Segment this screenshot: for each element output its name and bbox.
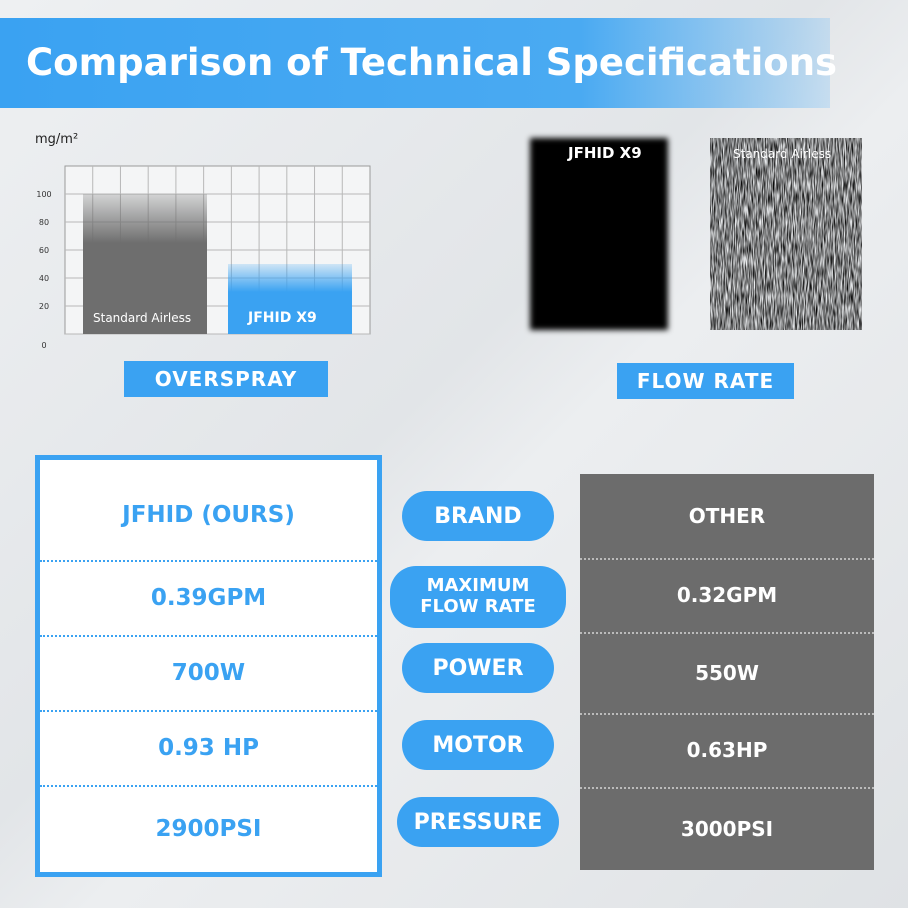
spec-label: MAXIMUM FLOW RATE [390, 566, 566, 628]
y-tick-label: 20 [39, 302, 49, 311]
spec-label: POWER [402, 643, 554, 693]
row-separator [580, 558, 874, 560]
row-separator [580, 632, 874, 634]
row-separator [580, 713, 874, 715]
bar-label: JFHID X9 [247, 310, 317, 326]
sample-spray [710, 138, 862, 330]
y-tick-label: 40 [39, 274, 49, 283]
other-value: 3000PSI [680, 816, 774, 841]
row-separator [40, 710, 377, 712]
spec-label-text: MAXIMUM FLOW RATE [420, 575, 536, 617]
y-tick-label: 100 [36, 190, 51, 199]
overspray-chart: mg/m² 0 20 40 60 80 100 Standard Airless JFHID … [35, 132, 371, 350]
row-separator [40, 785, 377, 787]
flow-rate-samples: JFHID X9 Standard Airless [530, 138, 862, 330]
title-banner [0, 18, 830, 108]
ours-value: JFHID (OURS) [122, 502, 295, 528]
y-tick-label: 60 [39, 246, 49, 255]
bar [228, 264, 352, 334]
spec-label: MOTOR [402, 720, 554, 770]
spec-label-text: PRESSURE [413, 809, 543, 835]
ours-value: 0.39GPM [150, 584, 267, 611]
y-tick-label: 80 [39, 218, 49, 227]
row-separator [40, 635, 377, 637]
ours-value: 0.93 HP [158, 734, 259, 761]
sample-label: Standard Airless [733, 147, 831, 161]
sample-spray [530, 138, 668, 330]
row-separator [40, 560, 377, 562]
row-separator [580, 787, 874, 789]
other-value: OTHER [688, 504, 766, 528]
other-panel: OTHER 0.32GPM 550W 0.63HP 3000PSI [580, 474, 874, 870]
sample-label: JFHID X9 [567, 144, 642, 162]
bar [83, 194, 207, 334]
spec-label-text: POWER [432, 655, 524, 681]
ours-value: 2900PSI [155, 815, 262, 842]
spec-label: BRAND [402, 491, 554, 541]
other-value: 0.63HP [686, 738, 768, 762]
ours-panel: JFHID (OURS) 0.39GPM 700W 0.93 HP 2900PSI [35, 455, 382, 877]
y-axis-label: mg/m² [35, 132, 78, 147]
title: Comparison of Technical Specifications [26, 41, 838, 84]
spec-label: PRESSURE [397, 797, 559, 847]
y-tick-label: 0 [41, 341, 46, 350]
spec-label-text: MOTOR [432, 732, 524, 758]
other-value: 0.32GPM [676, 583, 778, 607]
bar-label: Standard Airless [93, 311, 191, 325]
ours-value: 700W [171, 659, 246, 686]
flow-caption: FLOW RATE [617, 363, 794, 399]
chart-caption: OVERSPRAY [124, 361, 328, 397]
other-value: 550W [695, 660, 759, 685]
spec-label-text: BRAND [434, 503, 522, 529]
